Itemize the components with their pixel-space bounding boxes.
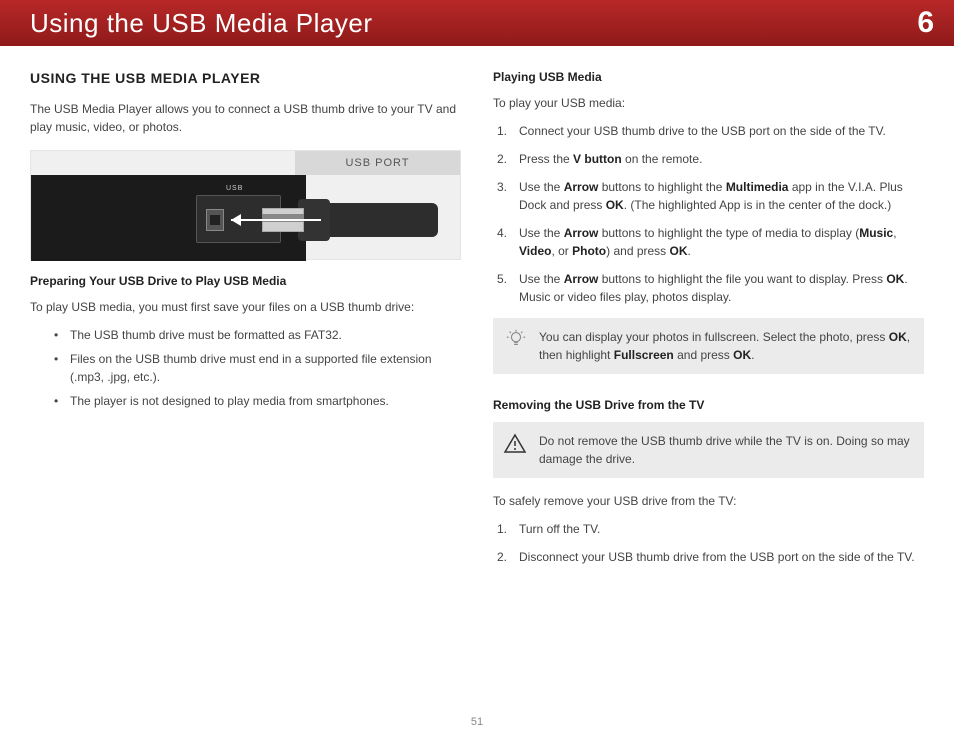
- step-item: 2.Press the V button on the remote.: [493, 150, 924, 168]
- bullet-item: Files on the USB thumb drive must end in…: [54, 350, 461, 386]
- step-item: 1.Connect your USB thumb drive to the US…: [493, 122, 924, 140]
- step-text: Disconnect your USB thumb drive from the…: [519, 550, 915, 564]
- bullet-item: The player is not designed to play media…: [54, 392, 461, 410]
- warning-text: Do not remove the USB thumb drive while …: [539, 434, 910, 466]
- usb-slot-inner: [210, 215, 220, 225]
- usb-port-figure: USB PORT USB: [30, 150, 461, 260]
- chapter-number: 6: [917, 6, 934, 40]
- step-text: Use the Arrow buttons to highlight the t…: [519, 226, 897, 258]
- step-item: 4.Use the Arrow buttons to highlight the…: [493, 224, 924, 260]
- tip-callout: You can display your photos in fullscree…: [493, 318, 924, 374]
- lightbulb-icon: [505, 328, 527, 350]
- remove-intro: To safely remove your USB drive from the…: [493, 492, 924, 510]
- chapter-title: Using the USB Media Player: [30, 8, 372, 39]
- step-text: Turn off the TV.: [519, 522, 600, 536]
- step-item: 2.Disconnect your USB thumb drive from t…: [493, 548, 924, 566]
- step-item: 3.Use the Arrow buttons to highlight the…: [493, 178, 924, 214]
- step-item: 1.Turn off the TV.: [493, 520, 924, 538]
- insert-arrow-line: [231, 219, 321, 221]
- step-text: Press the V button on the remote.: [519, 152, 702, 166]
- step-text: Use the Arrow buttons to highlight the M…: [519, 180, 903, 212]
- right-column: Playing USB Media To play your USB media…: [493, 70, 924, 578]
- content: USING THE USB MEDIA PLAYER The USB Media…: [0, 46, 954, 578]
- play-intro: To play your USB media:: [493, 94, 924, 112]
- step-item: 5.Use the Arrow buttons to highlight the…: [493, 270, 924, 306]
- step-text: Connect your USB thumb drive to the USB …: [519, 124, 886, 138]
- usb-port-tag: USB: [226, 185, 243, 192]
- step-text: Use the Arrow buttons to highlight the f…: [519, 272, 908, 304]
- tip-text: You can display your photos in fullscree…: [539, 330, 910, 362]
- section-heading: USING THE USB MEDIA PLAYER: [30, 70, 461, 86]
- remove-heading: Removing the USB Drive from the TV: [493, 398, 924, 412]
- play-steps: 1.Connect your USB thumb drive to the US…: [493, 122, 924, 306]
- usb-port-label: USB PORT: [295, 151, 460, 175]
- intro-text: The USB Media Player allows you to conne…: [30, 100, 461, 136]
- left-column: USING THE USB MEDIA PLAYER The USB Media…: [30, 70, 461, 578]
- remove-steps: 1.Turn off the TV. 2.Disconnect your USB…: [493, 520, 924, 566]
- warning-icon: [503, 432, 527, 456]
- warning-callout: Do not remove the USB thumb drive while …: [493, 422, 924, 478]
- play-heading: Playing USB Media: [493, 70, 924, 84]
- page-number: 51: [471, 716, 483, 728]
- prep-heading: Preparing Your USB Drive to Play USB Med…: [30, 274, 461, 288]
- bullet-item: The USB thumb drive must be formatted as…: [54, 326, 461, 344]
- insert-arrow-head: [231, 214, 241, 226]
- prep-intro: To play USB media, you must first save y…: [30, 298, 461, 316]
- prep-bullets: The USB thumb drive must be formatted as…: [30, 326, 461, 410]
- chapter-header: Using the USB Media Player 6: [0, 0, 954, 46]
